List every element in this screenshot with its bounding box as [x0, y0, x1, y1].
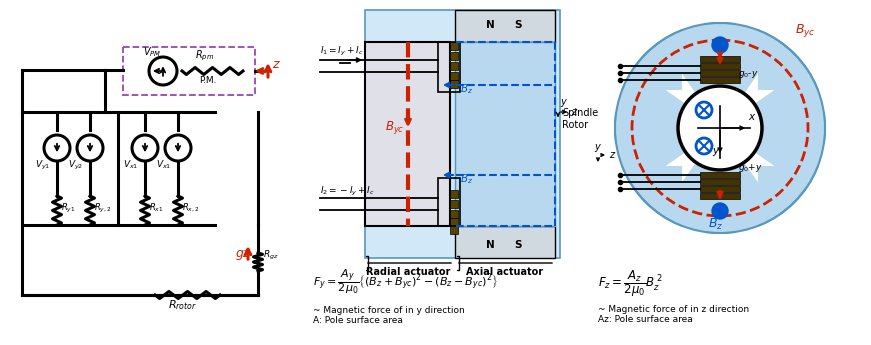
Text: $R_{rotor}$: $R_{rotor}$	[168, 298, 198, 312]
Text: $B_z$: $B_z$	[460, 172, 473, 186]
Bar	[365, 10, 560, 258]
Text: $z$: $z$	[571, 107, 578, 117]
Text: P.M.: P.M.	[199, 76, 217, 85]
Bar	[450, 52, 458, 60]
Text: A: Pole surface area: A: Pole surface area	[313, 316, 403, 325]
Circle shape	[678, 86, 762, 170]
Wedge shape	[659, 23, 780, 128]
Wedge shape	[659, 128, 780, 233]
Bar	[700, 193, 740, 199]
Bar	[450, 62, 458, 70]
Text: $B_z$: $B_z$	[460, 82, 473, 96]
Circle shape	[712, 37, 728, 53]
Bar	[450, 72, 458, 80]
Bar	[450, 226, 458, 234]
Text: Az: Pole surface area: Az: Pole surface area	[598, 315, 692, 324]
Text: N: N	[486, 240, 495, 250]
Text: S: S	[514, 20, 522, 30]
Text: S: S	[514, 240, 522, 250]
Bar	[450, 200, 458, 208]
Circle shape	[712, 203, 728, 219]
Bar	[455, 10, 555, 42]
Bar	[365, 42, 450, 226]
Text: $V_{x1}$: $V_{x1}$	[123, 158, 138, 170]
Text: $x$: $x$	[748, 112, 757, 122]
Bar	[700, 186, 740, 192]
Text: $V_{y1}$: $V_{y1}$	[35, 158, 50, 171]
Bar	[450, 218, 458, 226]
Text: $V_{PM}$: $V_{PM}$	[143, 45, 161, 59]
Text: $V_{x1}$: $V_{x1}$	[156, 158, 171, 170]
Wedge shape	[615, 68, 720, 188]
Bar	[450, 210, 458, 218]
Bar	[438, 178, 460, 226]
Text: $I_2=-I_y+I_c$: $I_2=-I_y+I_c$	[320, 184, 375, 197]
Text: $R_{gz}$: $R_{gz}$	[263, 248, 279, 262]
Text: $B_z$: $B_z$	[708, 217, 723, 232]
Text: Spindle
Rotor: Spindle Rotor	[562, 108, 598, 130]
Text: $B_{yc}$: $B_{yc}$	[795, 22, 815, 39]
Text: ~ Magnetic force of in z direction: ~ Magnetic force of in z direction	[598, 305, 749, 314]
Text: $R_{pm}$: $R_{pm}$	[195, 48, 214, 63]
Bar	[700, 56, 740, 62]
Text: $R_{x,2}$: $R_{x,2}$	[182, 201, 199, 214]
Bar	[450, 42, 458, 50]
Wedge shape	[720, 68, 825, 188]
Text: $g_0$+$y$: $g_0$+$y$	[738, 162, 763, 174]
Text: Axial actuator: Axial actuator	[467, 267, 544, 277]
Circle shape	[615, 23, 825, 233]
Bar	[455, 42, 555, 226]
Bar	[615, 90, 825, 166]
Text: ~ Magnetic force of in y direction: ~ Magnetic force of in y direction	[313, 306, 465, 315]
Text: $y$: $y$	[560, 97, 568, 109]
Bar	[700, 70, 740, 76]
Text: $y$: $y$	[712, 146, 720, 158]
Text: $B_{yc}$: $B_{yc}$	[385, 119, 404, 136]
Bar	[450, 80, 458, 88]
Text: $V_{y2}$: $V_{y2}$	[68, 158, 83, 171]
Text: $z$: $z$	[609, 150, 617, 160]
Text: $I_1=I_y+I_c$: $I_1=I_y+I_c$	[320, 45, 364, 58]
Text: $gz$: $gz$	[235, 248, 252, 262]
Bar	[700, 77, 740, 83]
Bar	[700, 172, 740, 178]
Bar	[700, 179, 740, 185]
Bar	[455, 226, 555, 258]
Text: $R_{y,2}$: $R_{y,2}$	[94, 201, 111, 215]
Bar	[438, 42, 460, 92]
Text: N: N	[486, 20, 495, 30]
Circle shape	[696, 138, 712, 154]
Text: $F_z = \dfrac{A_z}{2\mu_0}B_z^{\;2}$: $F_z = \dfrac{A_z}{2\mu_0}B_z^{\;2}$	[598, 268, 664, 299]
Text: $g_0$-$y$: $g_0$-$y$	[738, 69, 759, 80]
Text: $y$: $y$	[594, 142, 602, 154]
Bar	[123, 47, 255, 95]
Text: $R_{x1}$: $R_{x1}$	[149, 201, 164, 214]
Text: $z$: $z$	[272, 58, 280, 71]
Bar	[700, 63, 740, 69]
Bar	[450, 190, 458, 198]
Text: $F_y = \dfrac{A_y}{2\mu_0}\left\{(B_z+B_{yc})^2-(B_z-B_{yc})^2\right\}$: $F_y = \dfrac{A_y}{2\mu_0}\left\{(B_z+B_…	[313, 267, 498, 296]
Circle shape	[696, 102, 712, 118]
Bar	[682, 23, 758, 233]
Text: Radial actuator: Radial actuator	[366, 267, 450, 277]
Text: $R_{y1}$: $R_{y1}$	[61, 201, 76, 215]
